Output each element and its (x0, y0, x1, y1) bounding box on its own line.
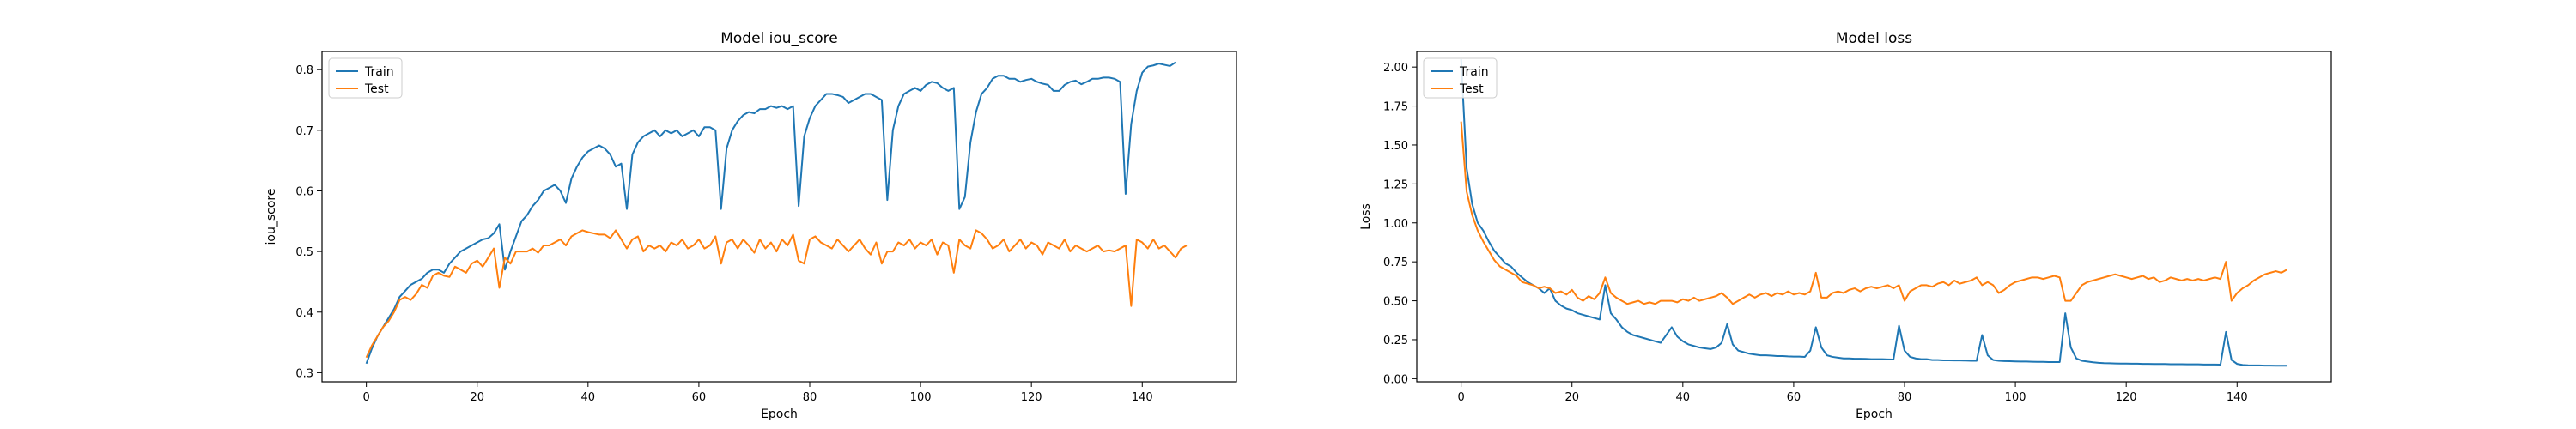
legend-label-train: Train (1459, 65, 1489, 79)
y-tick-label: 1.75 (1383, 101, 1408, 114)
x-tick-label: 60 (692, 391, 707, 404)
x-tick-label: 40 (581, 391, 596, 404)
chart-title: Model loss (1836, 30, 1912, 47)
plot-area (322, 51, 1236, 382)
chart-1: 0 20 40 60 80 100 120 140 0.3 0.4 0.5 0.6 0.7 0.8 Mode… (264, 30, 1237, 421)
legend-label-train: Train (364, 65, 394, 79)
x-tick-label: 40 (1676, 391, 1691, 404)
x-tick-label: 80 (1898, 391, 1912, 404)
x-tick-label: 100 (2005, 391, 2026, 404)
y-tick-label: 0.75 (1383, 257, 1408, 269)
x-tick-label: 80 (803, 391, 817, 404)
x-tick-label: 140 (1132, 391, 1153, 404)
x-tick-label: 20 (470, 391, 484, 404)
y-axis-label: Loss (1359, 203, 1373, 230)
y-tick-label: 0.8 (295, 64, 313, 77)
axes-frame (1416, 51, 2332, 383)
y-tick-label: 1.25 (1383, 178, 1408, 191)
y-axis-label: iou_score (264, 189, 278, 245)
y-tick-label: 1.50 (1383, 140, 1408, 153)
series-line-train (365, 61, 1176, 365)
x-tick-label: 60 (1787, 391, 1801, 404)
x-tick-label: 20 (1564, 391, 1579, 404)
series-line-train (1460, 59, 2287, 367)
chart-title: Model iou_score (720, 30, 838, 47)
plot-area (1417, 51, 2331, 382)
y-tick-label: 0.50 (1383, 296, 1408, 309)
axes-frame (321, 51, 1237, 383)
x-tick-label: 120 (2116, 391, 2137, 404)
series-line-test (1460, 121, 2287, 305)
y-tick-label: 0.25 (1383, 335, 1408, 347)
x-axis-label: Epoch (1856, 408, 1893, 421)
legend-label-test: Test (1459, 82, 1484, 96)
x-tick-label: 140 (2227, 391, 2248, 404)
y-tick-label: 0.00 (1383, 373, 1408, 386)
y-tick-label: 2.00 (1383, 62, 1408, 75)
y-tick-label: 1.00 (1383, 218, 1408, 231)
legend: Train Test (1423, 57, 1498, 99)
x-tick-label: 100 (910, 391, 932, 404)
x-tick-label: 0 (362, 391, 369, 404)
chart-2: 0 20 40 60 80 100 120 140 0.00 0.25 0.50 0.75 1.00 1.… (1359, 30, 2332, 421)
legend: Train Test (328, 57, 403, 99)
series-line-test (365, 229, 1188, 359)
x-tick-label: 0 (1457, 391, 1464, 404)
x-tick-label: 120 (1021, 391, 1042, 404)
legend-label-test: Test (364, 82, 389, 96)
y-tick-label: 0.6 (295, 185, 313, 198)
x-axis-label: Epoch (761, 408, 798, 421)
y-tick-label: 0.4 (295, 307, 313, 320)
y-tick-label: 0.7 (295, 125, 313, 138)
y-tick-label: 0.3 (295, 367, 313, 380)
y-tick-label: 0.5 (295, 246, 313, 259)
